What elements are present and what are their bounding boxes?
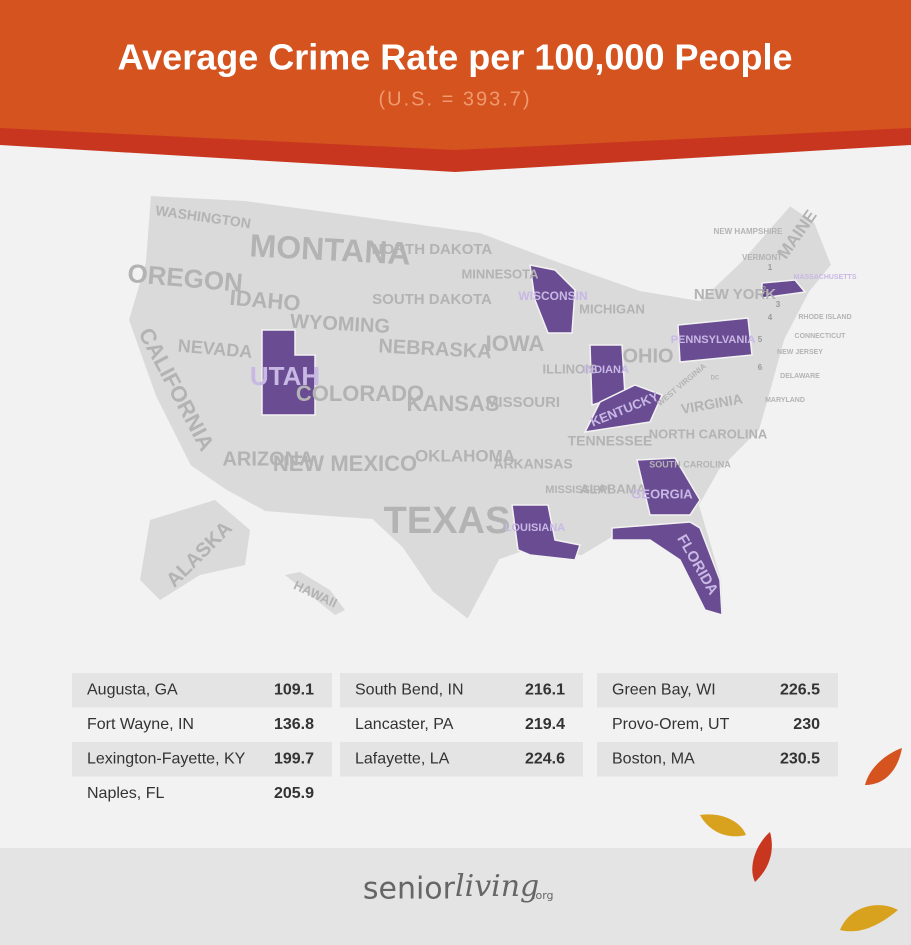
us-map (126, 193, 834, 622)
state-shape (636, 457, 701, 516)
city: Fort Wayne, IN (87, 716, 194, 733)
state-label: OKLAHOMA (415, 446, 515, 465)
state-label: NORTH DAKOTA (372, 241, 493, 258)
state-label: TEXAS (384, 500, 511, 542)
leaf (840, 905, 898, 932)
title: Average Crime Rate per 100,000 People (117, 37, 792, 78)
leaf (752, 832, 772, 882)
state-label: DELAWARE (780, 373, 820, 380)
state-label: NORTH CAROLINA (649, 426, 768, 441)
state-shape (677, 317, 753, 363)
subtitle: (U.S. = 393.7) (378, 88, 531, 110)
state-label: COLORADO (296, 381, 424, 406)
leaf (700, 814, 746, 837)
state-label: IDAHO (229, 285, 302, 316)
city: Green Bay, WI (612, 681, 716, 698)
state-label: GEORGIA (631, 486, 693, 501)
state-label: MICHIGAN (579, 301, 645, 316)
state-label: NEW MEXICO (273, 451, 417, 476)
row-shade (340, 673, 583, 708)
rate: 219.4 (525, 716, 565, 733)
map-marker: 1 (768, 263, 773, 272)
state-label: PENNSYLVANIA (671, 334, 756, 346)
rate: 109.1 (274, 681, 314, 698)
logo-b: living (455, 869, 539, 904)
city: Augusta, GA (87, 681, 178, 698)
state-label: INDIANA (583, 364, 629, 376)
row-shade (72, 742, 332, 777)
city: South Bend, IN (355, 681, 464, 698)
state-label: NEW YORK (694, 286, 776, 303)
state-label: IOWA (486, 331, 545, 356)
rate: 136.8 (274, 716, 314, 733)
state-label: VERMONT (742, 253, 782, 262)
city: Lancaster, PA (355, 716, 454, 733)
state-label: MISSOURI (486, 394, 560, 411)
header-band (0, 0, 911, 150)
state-label: SOUTH CAROLINA (649, 459, 731, 469)
state-label: ARIZONA (222, 448, 313, 470)
row-shade (597, 673, 838, 708)
state-label: MARYLAND (765, 397, 805, 404)
state-label: KANSAS (407, 391, 500, 416)
map-marker: 3 (776, 300, 781, 309)
state-label: ALABAMA (580, 481, 646, 496)
state-shape (529, 264, 576, 334)
map-marker: 6 (758, 363, 763, 372)
state-label: ARKANSAS (493, 456, 572, 472)
map-marker: 2 (762, 285, 767, 294)
state-label: DC (711, 376, 720, 382)
state-shape (761, 279, 807, 299)
state-label: SOUTH DAKOTA (372, 291, 492, 308)
alaska-shape (140, 500, 250, 600)
city: Provo-Orem, UT (612, 716, 730, 733)
state-label: ILLINOIS (543, 361, 598, 376)
state-label: WISCONSIN (518, 289, 587, 303)
state-label: OHIO (622, 345, 673, 367)
state-shape (583, 384, 664, 433)
rate: 216.1 (525, 681, 565, 698)
rate: 230.5 (780, 750, 820, 767)
rate: 199.7 (274, 750, 314, 767)
state-label: CONNECTICUT (795, 333, 847, 340)
state-shape (611, 521, 723, 617)
map-marker: 4 (768, 313, 773, 322)
logo-suffix: .org (532, 889, 554, 902)
rate: 224.6 (525, 750, 565, 767)
state-label: MONTANA (249, 227, 412, 271)
leaf (865, 748, 902, 785)
map-marker: 5 (758, 335, 763, 344)
logo-a: senior (363, 872, 456, 907)
state-label: NEW JERSEY (777, 349, 823, 356)
state-label: TENNESSEE (568, 433, 653, 449)
hawaii-shape (285, 572, 345, 615)
city: Lexington-Fayette, KY (87, 750, 246, 767)
row-shade (72, 673, 332, 708)
state-label: MINNESOTA (461, 266, 539, 281)
state-shape (511, 504, 581, 561)
rate: 230 (793, 716, 820, 733)
state-label: LOUISIANA (505, 522, 566, 534)
rate: 226.5 (780, 681, 820, 698)
state-label: MASSACHUSETTS (793, 274, 856, 281)
state-label: RHODE ISLAND (798, 314, 851, 321)
rate: 205.9 (274, 785, 314, 802)
state-label: MISSISSIPPI (545, 484, 610, 496)
city: Lafayette, LA (355, 750, 450, 767)
state-label: UTAH (250, 361, 320, 391)
city: Naples, FL (87, 785, 164, 802)
row-shade (340, 742, 583, 777)
row-shade (597, 742, 838, 777)
city: Boston, MA (612, 750, 695, 767)
state-label: WYOMING (290, 311, 391, 338)
state-label: NEW HAMPSHIRE (714, 227, 784, 236)
state-shape (261, 329, 316, 416)
